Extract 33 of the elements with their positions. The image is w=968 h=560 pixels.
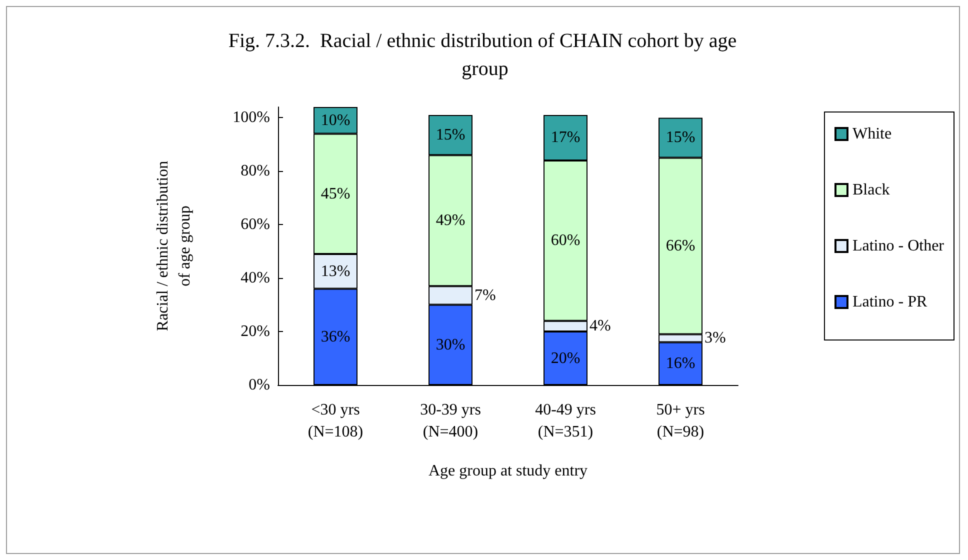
legend-label: White: [852, 126, 892, 142]
chart-title: Fig. 7.3.2. Racial / ethnic distribution of CHAIN cohort by age group: [228, 30, 742, 80]
data-label: 13%: [320, 262, 350, 280]
data-label: 49%: [436, 212, 466, 230]
x-tick-label: <30 yrs (N=108): [308, 402, 364, 440]
x-tick-label: 50+ yrs (N=98): [656, 402, 705, 440]
data-label: 10%: [320, 112, 350, 129]
data-label: 36%: [320, 328, 350, 346]
legend-label: Latino - PR: [852, 294, 928, 310]
data-label: 20%: [550, 350, 580, 367]
data-label: 45%: [320, 185, 350, 202]
y-axis-title: Racial / ethnic distribution of age group: [154, 160, 194, 332]
y-tick-label: 0%: [248, 376, 270, 394]
data-label: 7%: [474, 286, 496, 304]
y-tick-label: 40%: [240, 270, 270, 287]
y-tick-label: 100%: [232, 109, 270, 126]
data-label: 15%: [436, 126, 466, 144]
data-label: 15%: [666, 129, 696, 146]
data-label: 4%: [590, 318, 611, 335]
data-label: 16%: [666, 355, 696, 372]
data-label: 60%: [550, 232, 580, 250]
y-tick-label: 60%: [240, 216, 270, 234]
data-label: 66%: [666, 238, 696, 254]
x-axis-title: Age group at study entry: [428, 462, 588, 480]
legend-label: Black: [852, 182, 890, 198]
y-tick-label: 20%: [240, 323, 270, 340]
x-tick-label: 40-49 yrs (N=351): [535, 402, 596, 440]
x-tick-label: 30-39 yrs (N=400): [420, 402, 481, 440]
data-label: 3%: [704, 330, 726, 347]
data-label: 17%: [550, 129, 580, 146]
legend-label: Latino - Other: [852, 238, 945, 254]
y-tick-label: 80%: [240, 162, 270, 180]
data-label: 30%: [436, 336, 466, 354]
